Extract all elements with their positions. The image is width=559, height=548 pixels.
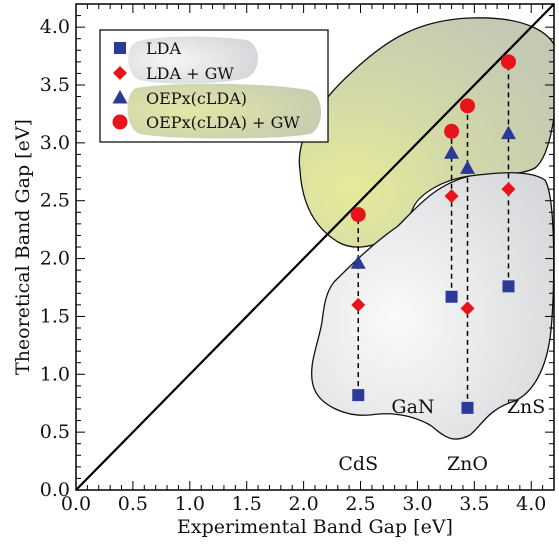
data-markers bbox=[350, 54, 516, 414]
point-diamond bbox=[460, 301, 475, 316]
x-tick-label: 1.5 bbox=[232, 493, 262, 515]
y-tick-label: 0.0 bbox=[40, 479, 70, 501]
legend-label: OEPx(cLDA) + GW bbox=[146, 113, 300, 132]
x-tick-label: 1.0 bbox=[175, 493, 205, 515]
x-tick-label: 2.0 bbox=[289, 493, 319, 515]
point-square bbox=[445, 290, 458, 303]
y-tick-label: 1.5 bbox=[40, 305, 70, 327]
point-diamond bbox=[351, 297, 366, 312]
legend: LDA LDA + GW OEPx(cLDA) OEPx(cLDA) + GW bbox=[99, 29, 329, 143]
label-zno: ZnO bbox=[447, 453, 488, 475]
x-axis-title: Experimental Band Gap [eV] bbox=[177, 516, 453, 538]
point-diamond bbox=[444, 189, 459, 204]
legend-marker-circle bbox=[112, 114, 128, 130]
point-triangle bbox=[500, 125, 516, 140]
legend-label: LDA bbox=[146, 39, 181, 58]
point-square bbox=[502, 280, 515, 293]
point-triangle bbox=[460, 160, 476, 174]
lda-region bbox=[311, 172, 554, 440]
reference-line-y-equals-x bbox=[75, 3, 555, 491]
x-tick-label: 0.5 bbox=[118, 493, 148, 515]
material-labels: CdS GaN ZnO ZnS bbox=[338, 396, 545, 475]
x-tick-label: 0.0 bbox=[61, 493, 91, 515]
legend-marker-diamond bbox=[113, 66, 127, 80]
tick-labels: 0.0 0.5 1.0 1.5 2.0 2.5 3.0 3.5 4.0 0.0 0.5 1.0 1.5 2… bbox=[40, 16, 547, 515]
y-tick-label: 3.0 bbox=[40, 132, 70, 154]
legend-highlight-oep bbox=[127, 83, 322, 139]
point-square bbox=[352, 389, 365, 402]
y-tick-label: 3.5 bbox=[40, 74, 70, 96]
y-tick-label: 0.5 bbox=[40, 421, 70, 443]
label-zns: ZnS bbox=[507, 396, 545, 418]
y-tick-label: 2.5 bbox=[40, 190, 70, 212]
point-circle bbox=[350, 207, 366, 223]
x-tick-label: 3.5 bbox=[459, 493, 489, 515]
legend-marker-triangle bbox=[112, 90, 128, 104]
point-triangle bbox=[350, 255, 366, 269]
x-tick-label: 2.5 bbox=[345, 493, 375, 515]
shaded-regions bbox=[298, 17, 554, 440]
legend-highlight-lda bbox=[128, 36, 258, 84]
point-circle bbox=[444, 123, 460, 139]
x-tick-label: 4.0 bbox=[516, 493, 546, 515]
legend-label: OEPx(cLDA) bbox=[146, 89, 247, 108]
y-tick-label: 4.0 bbox=[40, 16, 70, 38]
point-triangle bbox=[444, 145, 460, 159]
label-gan: GaN bbox=[391, 396, 434, 418]
point-square bbox=[461, 401, 474, 414]
label-cds: CdS bbox=[338, 453, 378, 475]
legend-marker-square bbox=[114, 42, 126, 54]
point-circle bbox=[500, 54, 516, 70]
axis-ticks bbox=[75, 3, 555, 491]
x-tick-label: 3.0 bbox=[402, 493, 432, 515]
legend-label: LDA + GW bbox=[146, 64, 234, 83]
y-axis-title: Theoretical Band Gap [eV] bbox=[12, 119, 34, 375]
y-tick-label: 2.0 bbox=[40, 248, 70, 270]
y-tick-label: 1.0 bbox=[40, 363, 70, 385]
point-circle bbox=[460, 98, 476, 114]
point-diamond bbox=[501, 182, 516, 197]
